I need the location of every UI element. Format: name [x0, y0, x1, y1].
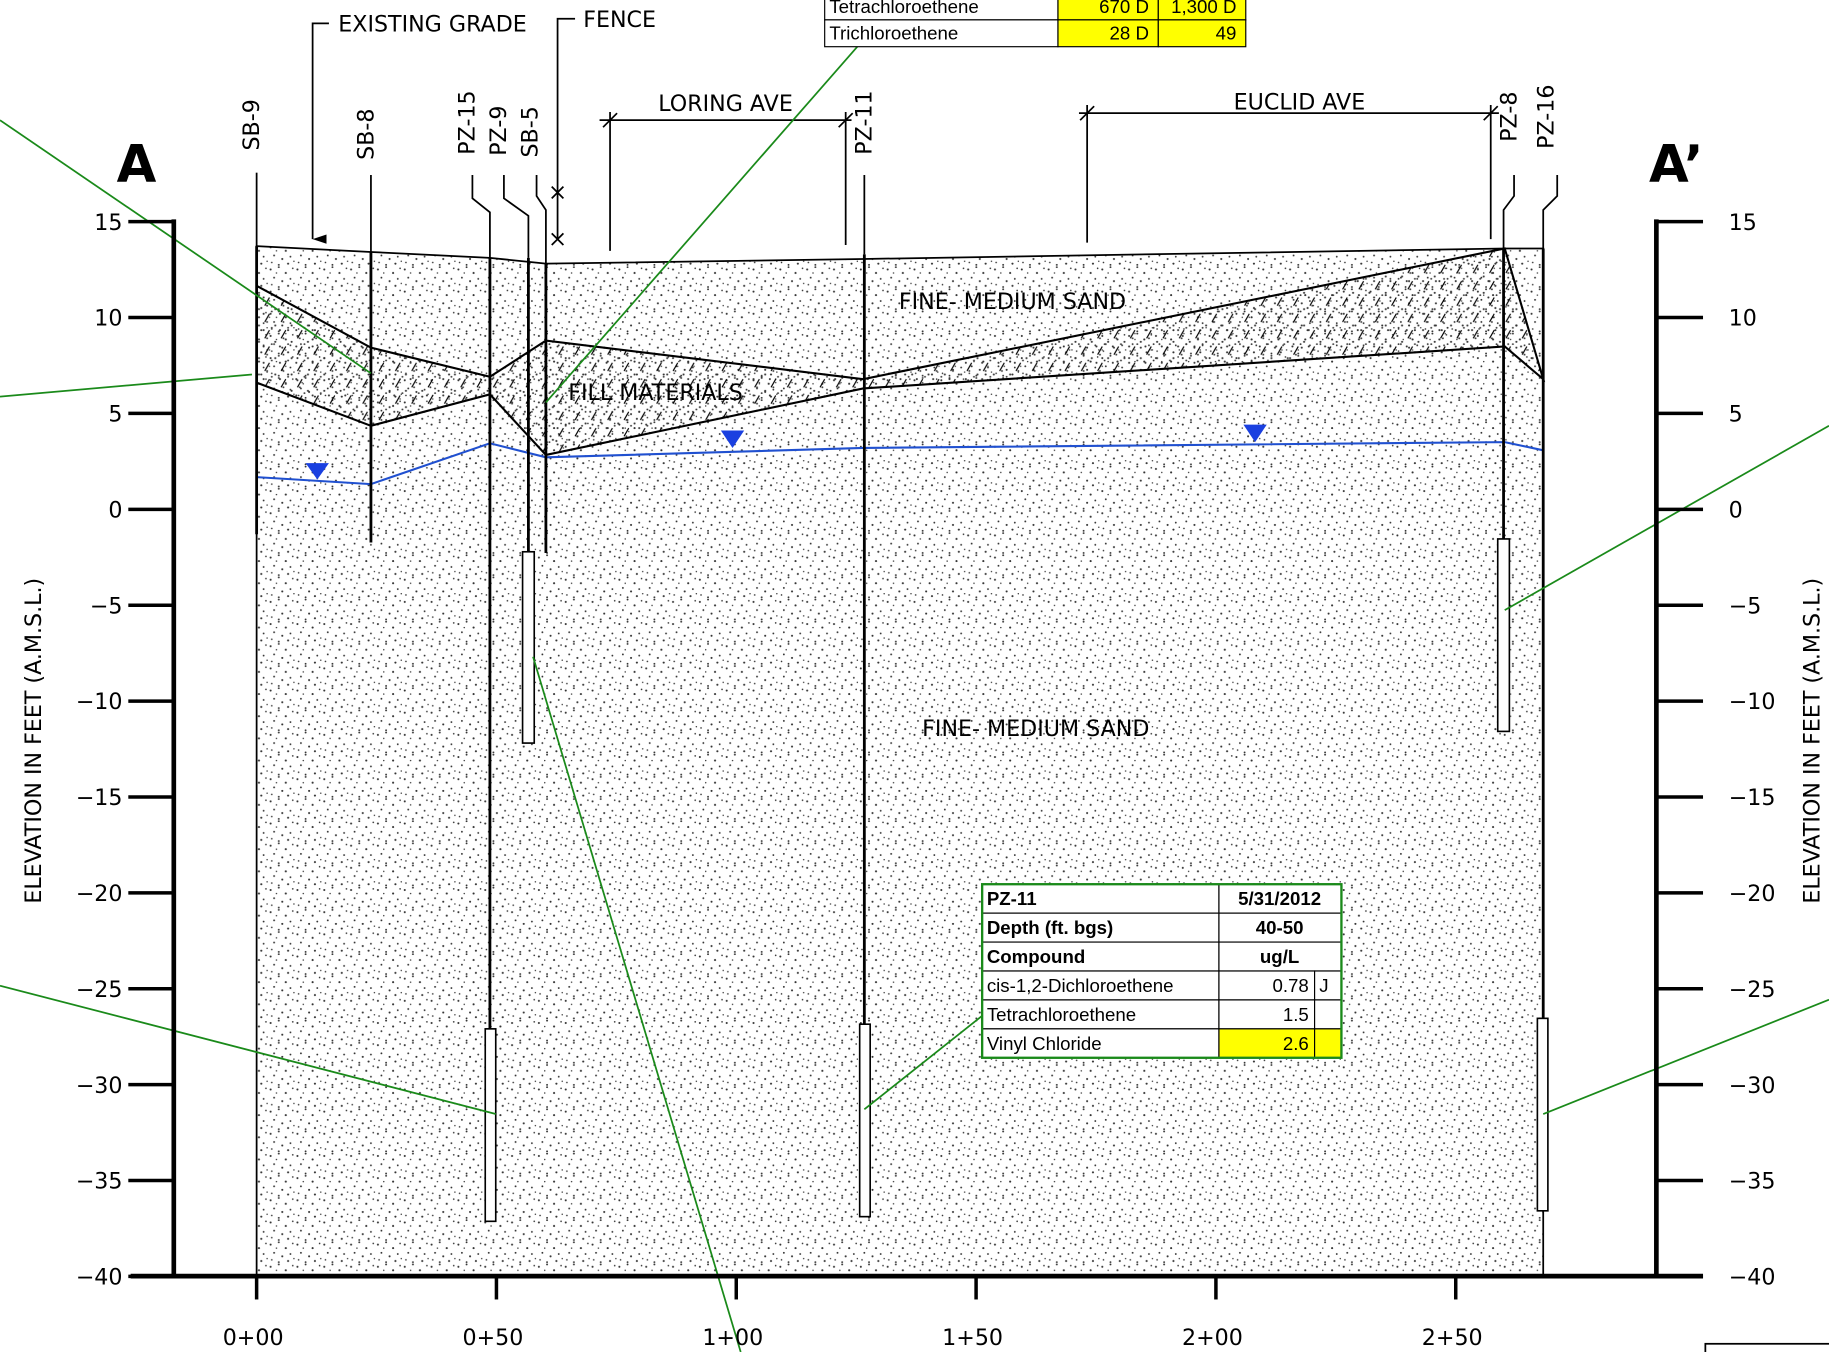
x-tick-label: 2+50	[1422, 1325, 1483, 1351]
y-tick-label: −25	[76, 977, 123, 1003]
callout: FENCE	[583, 7, 656, 33]
y-tick-label: −30	[1729, 1073, 1776, 1099]
well-label: SB-9	[239, 99, 265, 150]
table-text: PZ-11	[987, 888, 1037, 909]
y-tick-label: −5	[1729, 593, 1762, 619]
title-block	[1705, 1344, 1829, 1352]
y-tick-label: −15	[1729, 785, 1776, 811]
table-text: 1,300 D	[1171, 0, 1236, 17]
well-label: PZ-15	[455, 90, 481, 154]
table-text: 0.78	[1272, 975, 1308, 996]
layer-label: FINE- MEDIUM SAND	[899, 289, 1126, 315]
callout: LORING AVE	[658, 91, 793, 117]
axis-title: ELEVATION IN FEET (A.M.S.L.)	[21, 578, 47, 904]
layer-label: FILL MATERIALS	[568, 380, 743, 406]
y-tick-label: 10	[94, 306, 122, 332]
y-tick-label: 0	[108, 497, 122, 523]
x-tick-label: 0+00	[223, 1325, 284, 1351]
table-text: Tetrachloroethene	[987, 1004, 1136, 1025]
callout: EUCLID AVE	[1234, 90, 1366, 116]
y-tick-label: −40	[1729, 1265, 1776, 1291]
x-tick-label: 2+00	[1182, 1325, 1243, 1351]
y-tick-label: −20	[1729, 881, 1776, 907]
y-tick-label: −20	[76, 881, 123, 907]
axis-title: ELEVATION IN FEET (A.M.S.L.)	[1800, 578, 1826, 904]
table-text: 670 D	[1099, 0, 1149, 17]
table-text: cis-1,2-Dichloroethene	[987, 975, 1174, 996]
y-tick-label: −15	[76, 785, 123, 811]
y-tick-label: −25	[1729, 977, 1776, 1003]
well-label: PZ-16	[1534, 85, 1560, 149]
table-text: Compound	[987, 946, 1085, 967]
table-text: 49	[1216, 23, 1237, 44]
y-tick-label: 15	[94, 210, 122, 236]
table-text: Trichloroethene	[829, 23, 958, 44]
x-tick-label: 0+50	[463, 1325, 524, 1351]
well-label: PZ-8	[1496, 92, 1522, 142]
y-tick-label: −5	[90, 593, 123, 619]
well-label: SB-8	[353, 109, 379, 160]
table-text: Depth (ft. bgs)	[987, 917, 1113, 938]
y-tick-label: −10	[1729, 689, 1776, 715]
y-tick-label: 15	[1729, 210, 1757, 236]
x-tick-label: 1+50	[942, 1325, 1003, 1351]
table-text: 28 D	[1110, 23, 1149, 44]
table-text: 5/31/2012	[1238, 888, 1321, 909]
table-text: Tetrachloroethene	[829, 0, 978, 17]
y-tick-label: 0	[1729, 497, 1743, 523]
table-cell	[1315, 1000, 1342, 1029]
x-tick-label: 1+00	[702, 1325, 763, 1351]
table-cell	[1315, 1029, 1342, 1058]
section-mark: A	[117, 135, 157, 195]
section-mark: A’	[1649, 135, 1704, 195]
y-tick-label: −10	[76, 689, 123, 715]
callout: EXISTING GRADE	[338, 12, 527, 38]
y-tick-label: −35	[1729, 1169, 1776, 1195]
well-label: PZ-11	[851, 90, 877, 154]
y-tick-label: 5	[108, 402, 122, 428]
well-label: PZ-9	[486, 106, 512, 156]
y-tick-label: −40	[76, 1265, 123, 1291]
table-text: Vinyl Chloride	[987, 1033, 1102, 1054]
y-tick-label: 5	[1729, 402, 1743, 428]
table-text: J	[1319, 975, 1328, 996]
y-tick-label: 10	[1729, 306, 1757, 332]
table-text: 2.6	[1283, 1033, 1309, 1054]
table-text: 1.5	[1283, 1004, 1309, 1025]
y-tick-label: −30	[76, 1073, 123, 1099]
well-label: SB-5	[518, 106, 544, 157]
table-text: ug/L	[1260, 946, 1299, 967]
layer-label: FINE- MEDIUM SAND	[922, 716, 1149, 742]
table-text: 40-50	[1256, 917, 1304, 938]
cross-section: EXISTING GRADE FENCE LORING AVE EUCLID A…	[0, 0, 1829, 1352]
y-tick-label: −35	[76, 1169, 123, 1195]
